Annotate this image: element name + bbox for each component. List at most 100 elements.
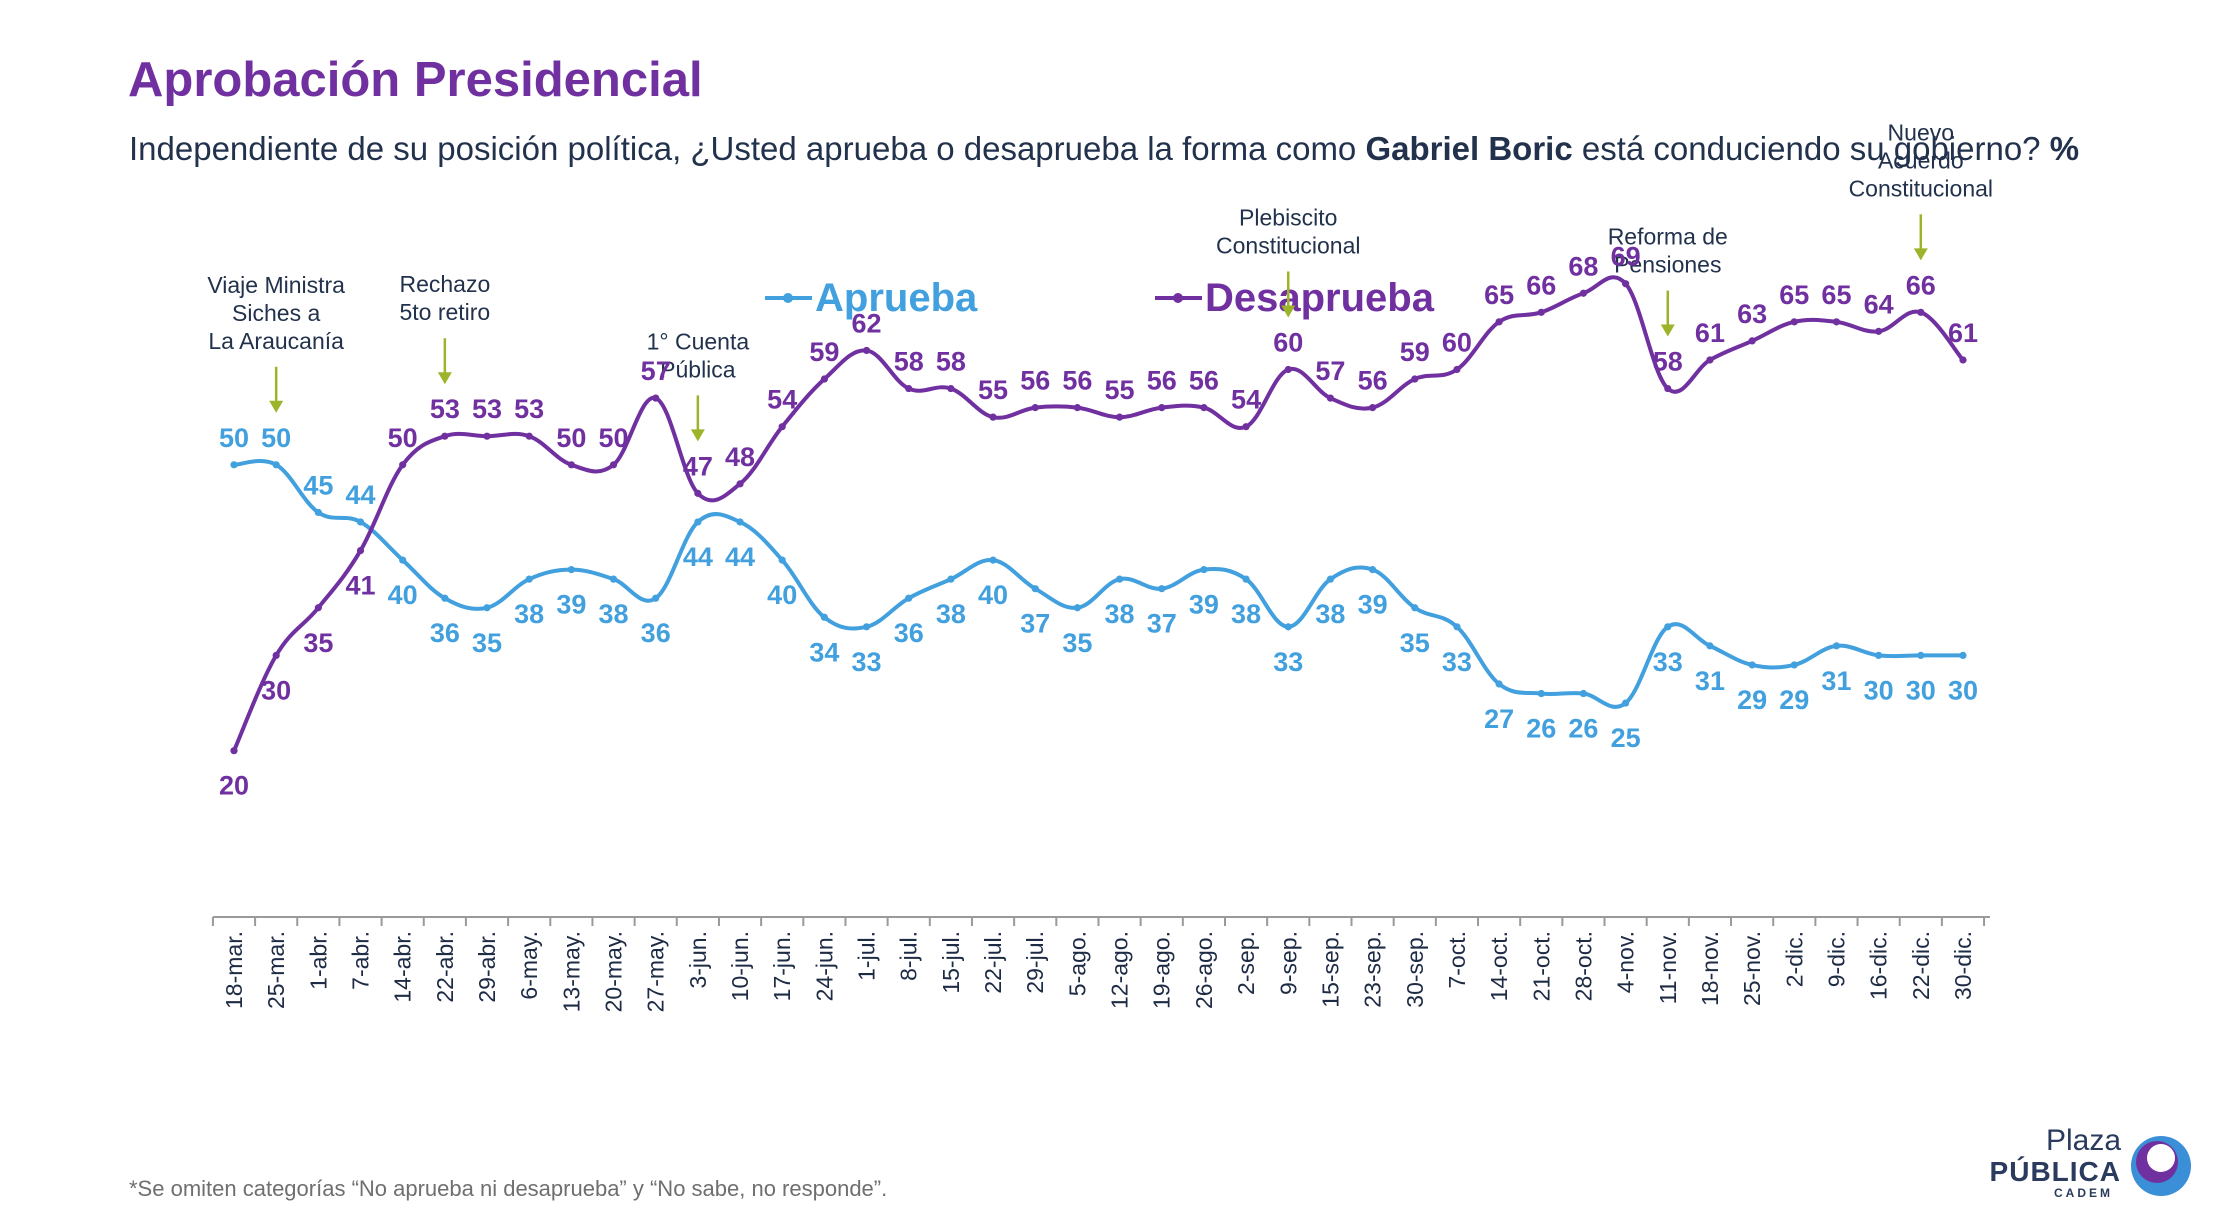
aprueba-point: [947, 575, 955, 583]
x-tick-label: 29-abr.: [474, 931, 500, 1003]
aprueba-point: [905, 594, 913, 602]
x-tick-label: 29-jul.: [1022, 931, 1048, 994]
desaprueba-data-label: 53: [430, 394, 460, 424]
x-tick-label: 5-ago.: [1064, 931, 1090, 996]
desaprueba-point: [1706, 356, 1714, 364]
desaprueba-point: [609, 461, 618, 469]
x-tick-label: 18-nov.: [1697, 931, 1723, 1006]
annotation-arrow-icon: [437, 372, 452, 385]
desaprueba-data-label: 55: [1105, 375, 1135, 405]
annotation-text: Constitucional: [1216, 233, 1360, 259]
desaprueba-point: [694, 489, 702, 497]
annotation-text: Plebiscito: [1239, 205, 1337, 231]
desaprueba-point: [1284, 365, 1292, 374]
annotation-arrow-icon: [1281, 305, 1296, 318]
chart-series: 50 20 50 30 45 35 44 41 40 50 36 53 35 53 38 53 39 50 38 50…: [219, 242, 1978, 801]
desaprueba-point: [1664, 384, 1672, 393]
aprueba-data-label: 35: [1062, 628, 1092, 658]
desaprueba-data-label: 64: [1864, 289, 1894, 319]
annotation-arrow-icon: [1913, 248, 1928, 261]
desaprueba-point: [1326, 394, 1335, 402]
aprueba-point: [694, 518, 702, 526]
desaprueba-data-label: 68: [1568, 251, 1598, 281]
logo-swirl-icon: [2131, 1136, 2191, 1196]
desaprueba-point: [1200, 404, 1208, 412]
x-tick-label: 2-sep.: [1233, 931, 1259, 995]
desaprueba-point: [356, 546, 365, 555]
aprueba-data-label: 44: [683, 542, 713, 572]
x-tick-label: 2-dic.: [1781, 931, 1807, 987]
aprueba-legend-label: Aprueba: [815, 276, 978, 320]
desaprueba-point: [820, 375, 828, 383]
x-tick-label: 30-dic.: [1950, 931, 1976, 1000]
desaprueba-data-label: 57: [641, 356, 671, 386]
aprueba-point: [1875, 651, 1883, 660]
desaprueba-data-label: 65: [1484, 280, 1514, 310]
aprueba-data-label: 27: [1484, 704, 1514, 734]
aprueba-point: [1959, 651, 1967, 660]
x-tick-label: 21-oct.: [1528, 931, 1554, 1001]
desaprueba-data-label: 54: [1231, 385, 1261, 415]
question-unit: %: [2049, 130, 2080, 167]
aprueba-point: [567, 566, 575, 574]
aprueba-point: [1748, 661, 1756, 669]
x-tick-label: 15-sep.: [1317, 931, 1343, 1008]
desaprueba-point: [905, 384, 913, 393]
aprueba-data-label: 30: [1864, 675, 1894, 705]
aprueba-point: [483, 604, 491, 612]
desaprueba-point: [1453, 365, 1461, 374]
desaprueba-point: [525, 432, 533, 440]
desaprueba-data-label: 50: [556, 423, 586, 453]
annotation-text: Nuevo: [1888, 119, 1954, 145]
x-tick-label: 1-abr.: [305, 931, 331, 990]
aprueba-data-label: 44: [725, 542, 755, 572]
x-tick-label: 7-abr.: [348, 931, 374, 990]
x-tick-label: 22-jul.: [980, 931, 1006, 994]
desaprueba-point: [1411, 375, 1419, 383]
desaprueba-data-label: 65: [1779, 280, 1809, 310]
x-tick-label: 23-sep.: [1360, 931, 1386, 1008]
annotation-text: 5to retiro: [399, 299, 490, 325]
desaprueba-data-label: 69: [1611, 242, 1641, 272]
aprueba-point: [1073, 604, 1081, 612]
aprueba-point: [778, 556, 786, 564]
desaprueba-data-label: 55: [978, 375, 1008, 405]
aprueba-point: [1115, 575, 1124, 583]
x-tick-label: 14-abr.: [390, 931, 416, 1003]
desaprueba-point: [862, 346, 871, 355]
x-tick-label: 20-may.: [601, 931, 627, 1012]
desaprueba-data-label: 63: [1737, 299, 1767, 329]
annotation-text: 1° Cuenta: [647, 328, 750, 354]
desaprueba-data-label: 56: [1062, 366, 1092, 396]
desaprueba-point: [441, 432, 449, 440]
desaprueba-point: [1917, 308, 1925, 316]
x-tick-label: 10-jun.: [727, 931, 753, 1001]
x-tick-label: 18-mar.: [221, 931, 247, 1009]
logo-line-1: Plaza: [2045, 1124, 2121, 1157]
aprueba-data-label: 37: [1147, 609, 1177, 639]
aprueba-data-label: 36: [430, 618, 460, 648]
desaprueba-point: [314, 604, 322, 612]
aprueba-data-label: 26: [1526, 714, 1556, 744]
aprueba-data-label: 33: [1273, 647, 1303, 677]
aprueba-data-label: 39: [1358, 590, 1388, 620]
x-tick-label: 17-jun.: [769, 931, 795, 1001]
aprueba-data-label: 38: [1315, 599, 1345, 629]
aprueba-legend-marker: [783, 293, 793, 303]
aprueba-data-label: 39: [1189, 590, 1219, 620]
annotation-arrow-icon: [269, 400, 284, 413]
aprueba-point: [1537, 689, 1545, 698]
desaprueba-point: [230, 747, 238, 755]
aprueba-data-label: 31: [1695, 666, 1725, 696]
desaprueba-data-label: 53: [472, 394, 502, 424]
aprueba-point: [1579, 689, 1588, 698]
annotation-text: Pública: [660, 356, 736, 382]
desaprueba-point: [1748, 337, 1756, 345]
x-tick-label: 22-abr.: [432, 931, 458, 1003]
x-tick-label: 12-ago.: [1107, 931, 1133, 1009]
x-tick-label: 9-sep.: [1275, 931, 1301, 995]
annotation-arrow-icon: [1660, 324, 1675, 337]
x-tick-label: 7-oct.: [1444, 931, 1470, 989]
desaprueba-point: [1495, 318, 1503, 326]
